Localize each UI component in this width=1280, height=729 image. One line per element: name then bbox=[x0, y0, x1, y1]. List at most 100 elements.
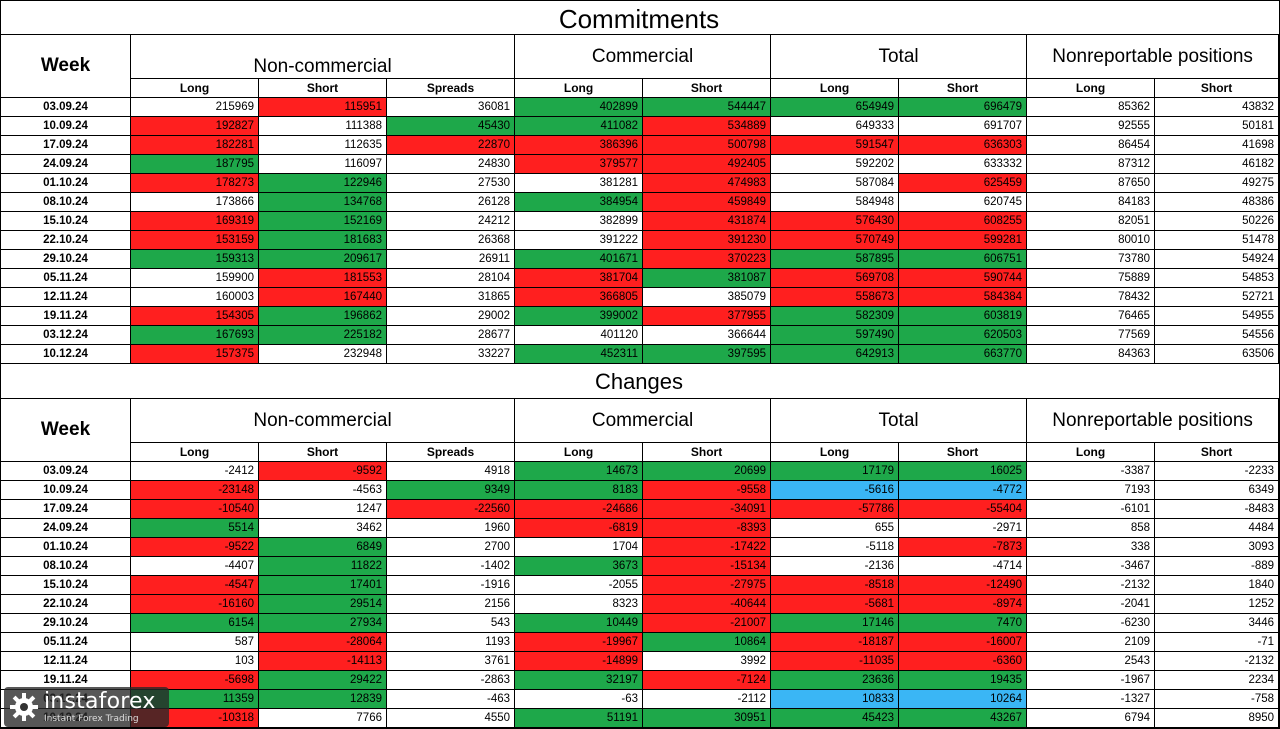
value-cell: 122946 bbox=[258, 173, 387, 193]
value-cell: 232948 bbox=[258, 344, 387, 364]
value-cell: 584384 bbox=[898, 287, 1028, 307]
value-cell: 181553 bbox=[258, 268, 387, 288]
subheader-short: Short bbox=[642, 78, 772, 98]
table-row: 12.11.24 160003 167440 31865 366805 385079 558… bbox=[0, 287, 1280, 307]
value-cell: 7766 bbox=[258, 708, 387, 728]
value-cell: 6154 bbox=[130, 613, 259, 633]
week-header: Week bbox=[0, 398, 131, 462]
value-cell: -4407 bbox=[130, 556, 259, 576]
value-cell: 382899 bbox=[514, 211, 644, 231]
table-row: 05.11.24 159900 181553 28104 381704 381087 569… bbox=[0, 268, 1280, 288]
value-cell: 11822 bbox=[258, 556, 387, 576]
value-cell: -16160 bbox=[130, 594, 259, 614]
value-cell: 86454 bbox=[1026, 135, 1156, 155]
value-cell: 167440 bbox=[258, 287, 387, 307]
value-cell: 48386 bbox=[1154, 192, 1280, 212]
table-row: 03.12.241135912839-463-63-21121083310264… bbox=[0, 689, 1280, 709]
value-cell: 181683 bbox=[258, 230, 387, 250]
value-cell: 500798 bbox=[642, 135, 772, 155]
value-cell: -3467 bbox=[1026, 556, 1156, 576]
value-cell: -5681 bbox=[770, 594, 900, 614]
value-cell: 691707 bbox=[898, 116, 1028, 136]
value-cell: 28677 bbox=[385, 325, 516, 345]
value-cell: 608255 bbox=[898, 211, 1028, 231]
value-cell: 3992 bbox=[642, 651, 772, 671]
value-cell: 1704 bbox=[514, 537, 644, 557]
value-cell: -2041 bbox=[1026, 594, 1156, 614]
table-row: 10.12.24 157375 232948 33227 452311 397595 642… bbox=[0, 344, 1280, 364]
value-cell: -2132 bbox=[1154, 651, 1280, 671]
value-cell: 45430 bbox=[385, 116, 516, 136]
value-cell: -7873 bbox=[898, 537, 1028, 557]
value-cell: -6230 bbox=[1026, 613, 1156, 633]
value-cell: 20699 bbox=[642, 461, 772, 481]
value-cell: 178273 bbox=[130, 173, 259, 193]
week-cell: 03.12.24 bbox=[0, 325, 131, 345]
group-header-total: Total bbox=[770, 34, 1028, 79]
value-cell: 87312 bbox=[1026, 154, 1156, 174]
subheader-short: Short bbox=[898, 78, 1028, 98]
value-cell: -40644 bbox=[642, 594, 772, 614]
value-cell: -2233 bbox=[1154, 461, 1280, 481]
value-cell: -9522 bbox=[130, 537, 259, 557]
value-cell: -8393 bbox=[642, 518, 772, 538]
group-header-noncommercial: Non-commercial bbox=[129, 34, 516, 79]
value-cell: -1967 bbox=[1026, 670, 1156, 690]
value-cell: 152169 bbox=[258, 211, 387, 231]
commitments-table: Week Non-commercial Commercial Total Non… bbox=[0, 34, 1280, 364]
value-cell: -14899 bbox=[514, 651, 644, 671]
value-cell: -34091 bbox=[642, 499, 772, 519]
value-cell: -463 bbox=[385, 689, 516, 709]
table-row: 10.09.24 192827 111388 45430 411082 534889 649… bbox=[0, 116, 1280, 136]
value-cell: 6349 bbox=[1154, 480, 1280, 500]
value-cell: 169319 bbox=[130, 211, 259, 231]
value-cell: -8974 bbox=[898, 594, 1028, 614]
week-cell: 19.11.24 bbox=[0, 306, 131, 326]
value-cell: 26911 bbox=[385, 249, 516, 269]
value-cell: 584948 bbox=[770, 192, 900, 212]
value-cell: 2543 bbox=[1026, 651, 1156, 671]
group-header-nonreportable: Nonreportable positions bbox=[1026, 34, 1280, 79]
table-row: 22.10.24 -16160 29514 2156 8323 -40644 -5681 -8… bbox=[0, 594, 1280, 614]
value-cell: -4547 bbox=[130, 575, 259, 595]
value-cell: -889 bbox=[1154, 556, 1280, 576]
value-cell: 858 bbox=[1026, 518, 1156, 538]
value-cell: 215969 bbox=[130, 97, 259, 117]
week-cell: 15.10.24 bbox=[0, 575, 131, 595]
value-cell: 381704 bbox=[514, 268, 644, 288]
subheader-short: Short bbox=[898, 442, 1028, 462]
value-cell: 8323 bbox=[514, 594, 644, 614]
table-row: 29.10.24 6154 27934 543 10449 -21007 17146 7470… bbox=[0, 613, 1280, 633]
value-cell: 543 bbox=[385, 613, 516, 633]
group-header-commercial: Commercial bbox=[514, 34, 772, 79]
value-cell: 85362 bbox=[1026, 97, 1156, 117]
value-cell: 192827 bbox=[130, 116, 259, 136]
value-cell: 10449 bbox=[514, 613, 644, 633]
value-cell: -2412 bbox=[130, 461, 259, 481]
value-cell: 625459 bbox=[898, 173, 1028, 193]
value-cell: 642913 bbox=[770, 344, 900, 364]
value-cell: 17179 bbox=[770, 461, 900, 481]
value-cell: 33227 bbox=[385, 344, 516, 364]
value-cell: 599281 bbox=[898, 230, 1028, 250]
value-cell: 14673 bbox=[514, 461, 644, 481]
value-cell: 24212 bbox=[385, 211, 516, 231]
subheader-spreads: Spreads bbox=[385, 78, 516, 98]
value-cell: 8950 bbox=[1154, 708, 1280, 728]
value-cell: 370223 bbox=[642, 249, 772, 269]
week-cell: 12.11.24 bbox=[0, 287, 131, 307]
value-cell: 157375 bbox=[130, 344, 259, 364]
value-cell: -4563 bbox=[258, 480, 387, 500]
group-header-nonreportable: Nonreportable positions bbox=[1026, 398, 1280, 443]
value-cell: 52721 bbox=[1154, 287, 1280, 307]
value-cell: 84363 bbox=[1026, 344, 1156, 364]
week-cell: 03.09.24 bbox=[0, 461, 131, 481]
value-cell: 399002 bbox=[514, 306, 644, 326]
value-cell: -55404 bbox=[898, 499, 1028, 519]
value-cell: 46182 bbox=[1154, 154, 1280, 174]
value-cell: 9349 bbox=[385, 480, 516, 500]
value-cell: 587 bbox=[130, 632, 259, 652]
value-cell: 36081 bbox=[385, 97, 516, 117]
table-row: 08.10.24 -4407 11822 -1402 3673 -15134 -2136 -4… bbox=[0, 556, 1280, 576]
value-cell: -16007 bbox=[898, 632, 1028, 652]
